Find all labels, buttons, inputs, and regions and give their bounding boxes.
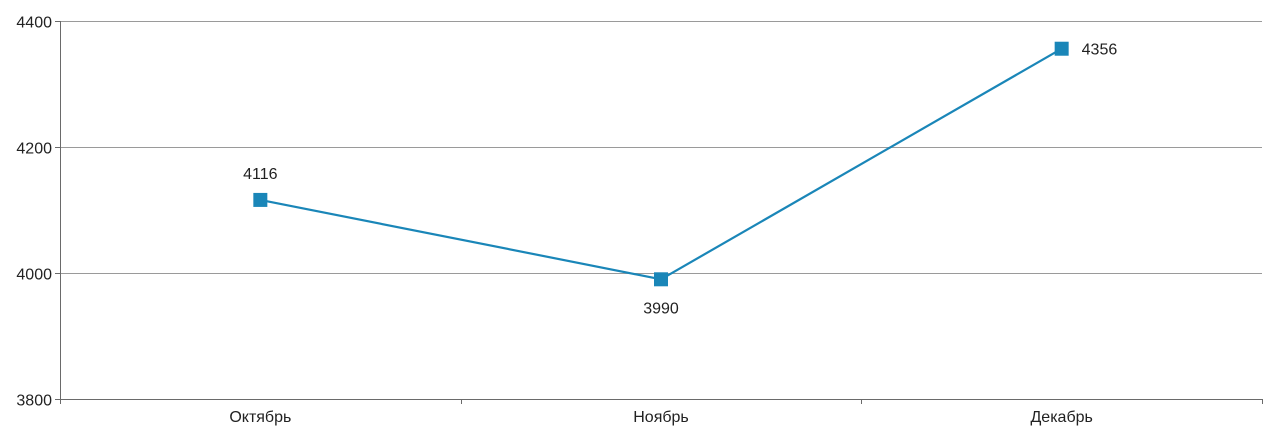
data-label: 4356 bbox=[1082, 42, 1118, 59]
x-tick-label: Декабрь bbox=[1030, 409, 1092, 426]
x-tick-label: Октябрь bbox=[229, 409, 291, 426]
x-tick-label: Ноябрь bbox=[633, 409, 689, 426]
x-axis-tick-labels: Октябрь Ноябрь Декабрь bbox=[229, 409, 1093, 426]
series-line-0 bbox=[260, 47, 1063, 281]
series-line bbox=[260, 47, 1063, 281]
y-tick-label: 4400 bbox=[16, 15, 52, 32]
data-point-marker bbox=[253, 192, 268, 207]
y-tick-label: 4200 bbox=[16, 141, 52, 158]
data-labels: 4116 3990 4356 bbox=[243, 42, 1117, 318]
y-tick-label: 3800 bbox=[16, 393, 52, 410]
axes bbox=[55, 21, 1263, 404]
data-label: 4116 bbox=[243, 166, 278, 183]
data-label: 3990 bbox=[643, 300, 679, 317]
series-markers bbox=[253, 41, 1069, 287]
data-point-marker bbox=[654, 272, 668, 287]
y-tick-label: 4000 bbox=[16, 267, 52, 284]
gridlines bbox=[60, 21, 1262, 274]
y-axis-tick-labels: 3800 4000 4200 4400 bbox=[16, 15, 52, 410]
data-point-marker bbox=[1054, 41, 1069, 56]
